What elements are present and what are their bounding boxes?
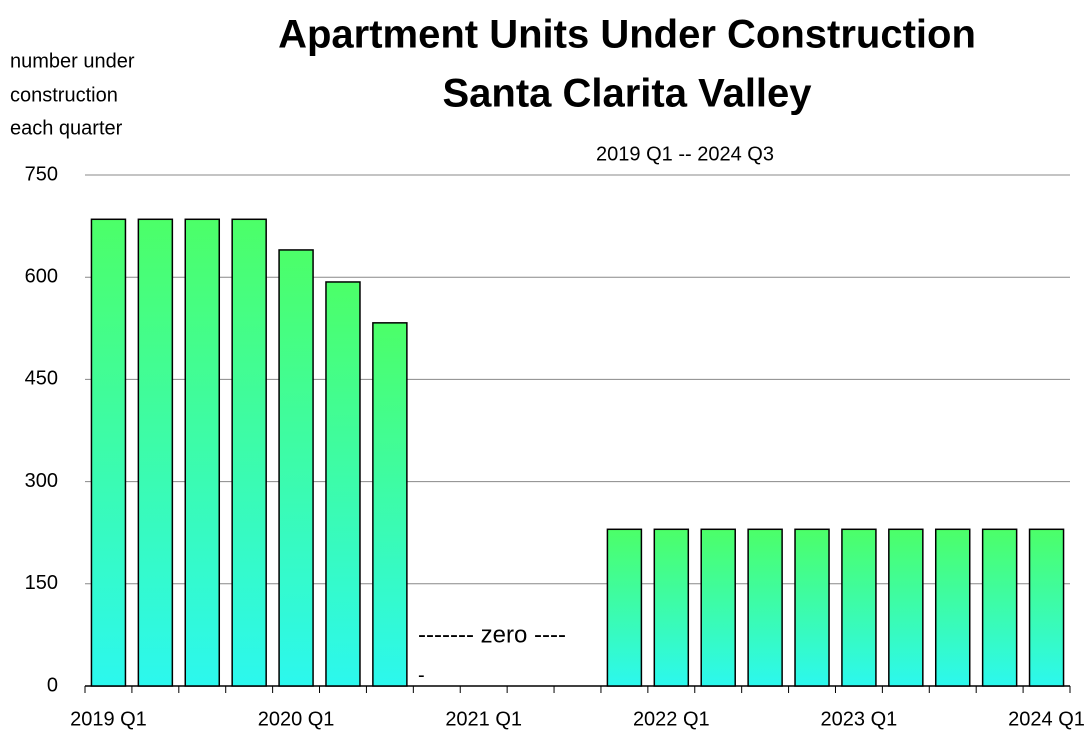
bar — [653, 528, 690, 687]
bar — [1028, 528, 1065, 687]
x-tick-label: 2024 Q1 — [1008, 708, 1085, 730]
subtitle: 2019 Q1 -- 2024 Q3 — [596, 143, 774, 165]
annotation: ------- zero ---- — [418, 621, 566, 648]
bar — [794, 528, 830, 687]
annotation: - — [418, 664, 425, 686]
bar — [700, 528, 736, 687]
bar — [747, 528, 783, 687]
y-tick-label: 750 — [25, 163, 58, 185]
bar — [372, 322, 408, 687]
bar — [841, 528, 877, 687]
x-tick-label: 2019 Q1 — [70, 708, 147, 730]
y-tick-label: 450 — [25, 368, 58, 390]
bar — [90, 218, 127, 687]
x-tick-label: 2023 Q1 — [821, 708, 898, 730]
x-tick-label: 2020 Q1 — [258, 708, 335, 730]
y-tick-label: 600 — [25, 265, 58, 287]
bar — [888, 528, 924, 687]
y-axis-label: construction — [10, 84, 118, 106]
bar — [934, 528, 971, 687]
bar — [137, 218, 174, 687]
chart-title: Apartment Units Under Construction — [278, 13, 976, 57]
bar — [278, 249, 314, 687]
bar — [184, 218, 221, 687]
x-tick-label: 2022 Q1 — [633, 708, 710, 730]
chart-title: Santa Clarita Valley — [442, 72, 812, 116]
bar — [231, 218, 267, 687]
bar — [981, 528, 1018, 687]
y-tick-label: 300 — [25, 470, 58, 492]
y-axis-label: each quarter — [10, 117, 123, 139]
bar — [325, 281, 361, 687]
y-tick-label: 0 — [47, 674, 58, 696]
y-axis-label: number under — [10, 50, 135, 72]
bar — [606, 528, 643, 687]
y-tick-label: 150 — [25, 572, 58, 594]
x-tick-label: 2021 Q1 — [445, 708, 522, 730]
